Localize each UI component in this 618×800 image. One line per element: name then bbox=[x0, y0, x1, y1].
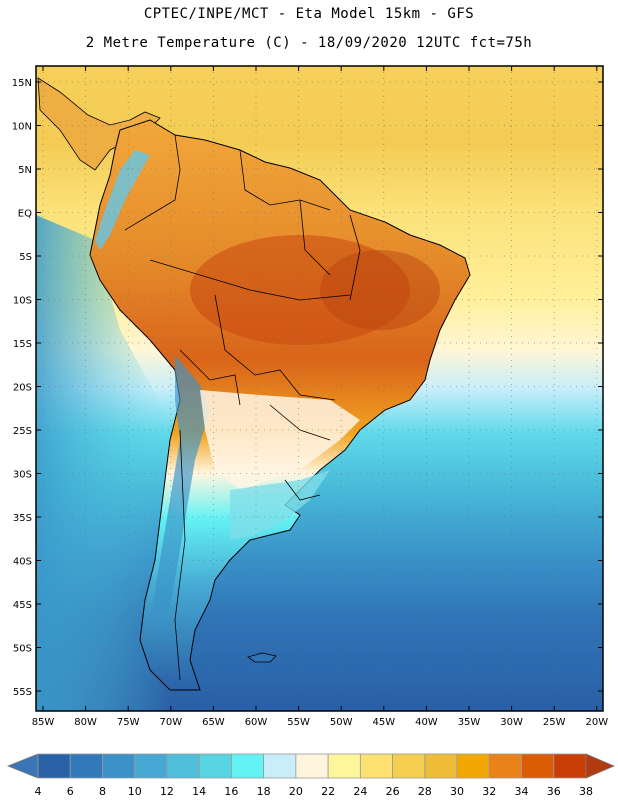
colorbar-segment bbox=[198, 753, 232, 779]
hot-core-region-east bbox=[320, 250, 440, 330]
colorbar-tick-label: 10 bbox=[128, 785, 142, 798]
colorbar-tick-labels: 4 6 8 10 12 14 16 18 20 22 24 26 28 30 32 34 36 38 bbox=[35, 785, 594, 798]
colorbar-tick-label: 20 bbox=[289, 785, 303, 798]
colorbar-tick-label: 18 bbox=[257, 785, 271, 798]
colorbar-segment bbox=[231, 753, 265, 779]
pacific-field bbox=[36, 215, 170, 711]
lon-label: 75W bbox=[117, 717, 140, 728]
lat-label: 20S bbox=[13, 383, 32, 394]
lon-label: 45W bbox=[372, 717, 395, 728]
colorbar-tick-label: 16 bbox=[224, 785, 238, 798]
lat-label: 40S bbox=[13, 557, 32, 568]
map-frame bbox=[35, 65, 604, 712]
colorbar-tick-label: 12 bbox=[160, 785, 174, 798]
lon-label: 35W bbox=[458, 717, 481, 728]
colorbar-tick-label: 24 bbox=[353, 785, 367, 798]
colorbar-tick-label: 36 bbox=[547, 785, 561, 798]
colorbar-segment bbox=[166, 753, 200, 779]
colorbar-segment bbox=[327, 753, 361, 779]
colorbar-segment bbox=[134, 753, 168, 779]
lat-label: 25S bbox=[13, 426, 32, 437]
cool-band bbox=[230, 470, 330, 540]
colorbar-tick-label: 28 bbox=[418, 785, 432, 798]
lat-label: 45S bbox=[13, 600, 32, 611]
colorbar-segment bbox=[263, 753, 297, 779]
colorbar-segment bbox=[488, 753, 522, 779]
colorbar-segment bbox=[553, 753, 587, 779]
andes-north bbox=[95, 150, 150, 250]
lat-label: 55S bbox=[13, 687, 32, 698]
lat-label: 10S bbox=[13, 296, 32, 307]
map-title: CPTEC/INPE/MCT - Eta Model 15km - GFS bbox=[143, 6, 475, 22]
colorbar-segment bbox=[521, 753, 555, 779]
colorbar-tick-label: 6 bbox=[67, 785, 74, 798]
colorbar-high-arrow bbox=[585, 753, 616, 779]
lon-label: 25W bbox=[543, 717, 566, 728]
lat-label: 10N bbox=[12, 122, 32, 133]
falkland-islands bbox=[247, 652, 277, 663]
latitude-labels: 15N 10N 5N EQ 5S 10S 15S 20S 25S 30S 35S 40S 45S 50S 5… bbox=[12, 78, 32, 698]
colorbar-segment bbox=[359, 753, 393, 779]
colorbar-tick-label: 8 bbox=[99, 785, 106, 798]
lat-label: 30S bbox=[13, 470, 32, 481]
colorbar-tick-label: 38 bbox=[579, 785, 593, 798]
map-subtitle: 2 Metre Temperature (C) - 18/09/2020 12U… bbox=[85, 35, 533, 51]
colorbar-tick-label: 14 bbox=[192, 785, 206, 798]
hot-core-region bbox=[190, 235, 410, 345]
colorbar-segment bbox=[456, 753, 490, 779]
colorbar-low-arrow bbox=[6, 753, 39, 779]
colorbar-segment bbox=[37, 753, 71, 779]
lat-label: 15S bbox=[13, 339, 32, 350]
lon-label: 40W bbox=[415, 717, 438, 728]
colorbar-tick-label: 4 bbox=[35, 785, 42, 798]
lon-label: 70W bbox=[159, 717, 182, 728]
lat-label: EQ bbox=[18, 209, 32, 220]
colorbar-tick-label: 26 bbox=[386, 785, 400, 798]
colorbar-segment bbox=[69, 753, 103, 779]
lon-label: 60W bbox=[245, 717, 268, 728]
lat-label: 15N bbox=[12, 78, 32, 89]
lat-label: 35S bbox=[13, 513, 32, 524]
axis-ticks bbox=[36, 66, 603, 711]
colorbar-tick-label: 30 bbox=[450, 785, 464, 798]
lon-label: 30W bbox=[500, 717, 523, 728]
longitude-labels: 85W 80W 75W 70W 65W 60W 55W 50W 45W 40W 35W 30W 25W 2… bbox=[32, 717, 609, 728]
colorbar-segment bbox=[295, 753, 329, 779]
colorbar bbox=[6, 753, 616, 779]
lon-label: 65W bbox=[202, 717, 225, 728]
lat-label: 50S bbox=[13, 644, 32, 655]
colorbar-segment bbox=[424, 753, 458, 779]
lon-label: 20W bbox=[585, 717, 608, 728]
colorbar-tick-label: 32 bbox=[482, 785, 496, 798]
lat-label: 5N bbox=[18, 165, 32, 176]
colorbar-segment bbox=[392, 753, 426, 779]
andes-south bbox=[150, 355, 210, 630]
pale-band bbox=[200, 390, 360, 490]
lon-label: 55W bbox=[287, 717, 310, 728]
lon-label: 85W bbox=[32, 717, 55, 728]
colorbar-tick-label: 22 bbox=[321, 785, 335, 798]
colorbar-segment bbox=[102, 753, 136, 779]
colorbar-tick-label: 34 bbox=[515, 785, 529, 798]
lat-label: 5S bbox=[19, 252, 32, 263]
lon-label: 50W bbox=[330, 717, 353, 728]
lon-label: 80W bbox=[74, 717, 97, 728]
